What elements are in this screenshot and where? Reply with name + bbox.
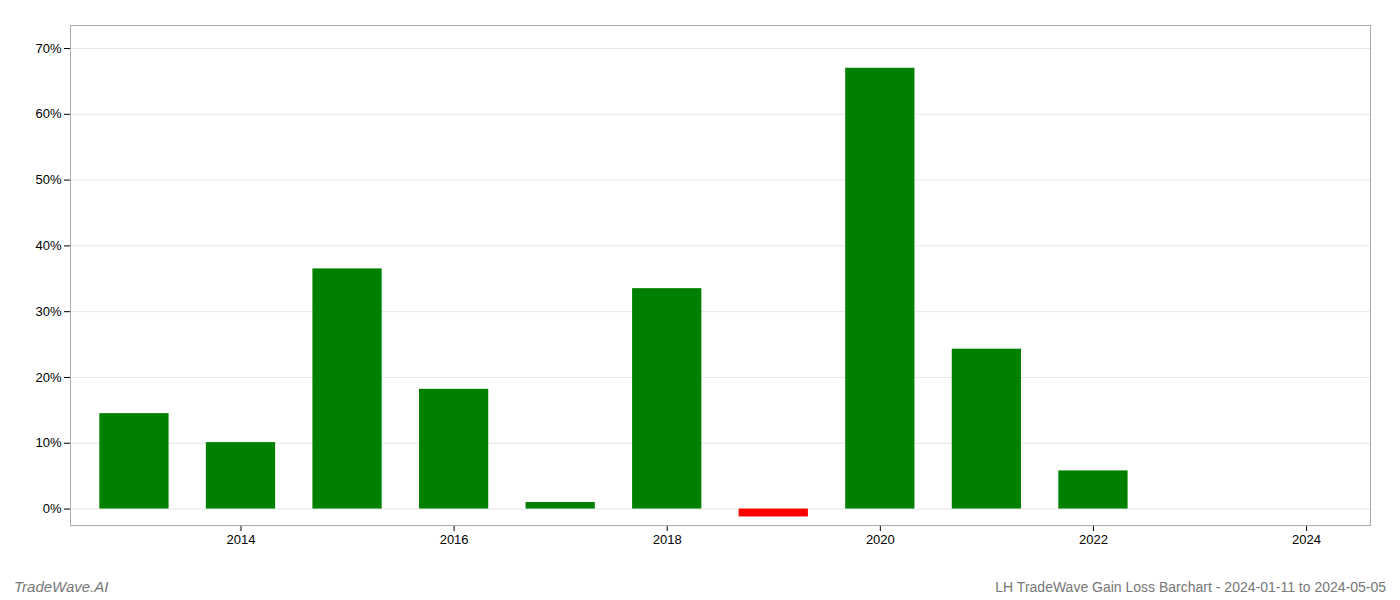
svg-text:0%: 0% bbox=[43, 501, 62, 516]
svg-text:2024: 2024 bbox=[1292, 532, 1321, 547]
svg-text:2020: 2020 bbox=[866, 532, 895, 547]
svg-text:2022: 2022 bbox=[1079, 532, 1108, 547]
svg-text:2018: 2018 bbox=[653, 532, 682, 547]
svg-text:2014: 2014 bbox=[227, 532, 256, 547]
svg-text:20%: 20% bbox=[35, 370, 61, 385]
svg-text:2016: 2016 bbox=[440, 532, 469, 547]
html-text:LH TradeWave Gain Loss Barchar: LH TradeWave Gain Loss Barchart - 2024-0… bbox=[995, 579, 1386, 595]
svg-text:70%: 70% bbox=[35, 41, 61, 56]
html-text:TradeWave.AI: TradeWave.AI bbox=[14, 578, 109, 595]
svg-text:30%: 30% bbox=[35, 304, 61, 319]
svg-text:60%: 60% bbox=[35, 106, 61, 121]
svg-text:40%: 40% bbox=[35, 238, 61, 253]
svg-text:50%: 50% bbox=[35, 172, 61, 187]
svg-text:10%: 10% bbox=[35, 435, 61, 450]
